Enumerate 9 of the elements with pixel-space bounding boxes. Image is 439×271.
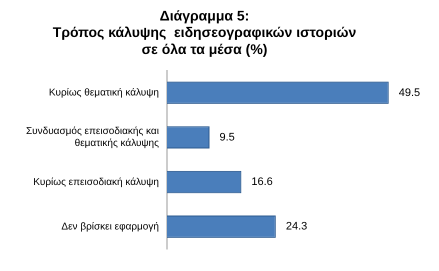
y-tick-label: Συνδυασμός επεισοδιακής και θεματικής κάλυψης <box>26 126 160 150</box>
chart-title: Διάγραμμα 5: Τρόπος κάλυψης ειδησεογραφικών ιστοριών σε όλα τα μέσα (%) <box>52 7 356 57</box>
y-tick-label: Δεν βρίσκει εφαρμογή <box>61 221 159 232</box>
y-tick-label: Κυρίως επεισοδιακή κάλυψη <box>33 176 159 188</box>
data-label: 49.5 <box>398 86 420 99</box>
y-tick-label: Κυρίως θεματική κάλυψη <box>48 87 159 98</box>
data-label: 16.6 <box>251 176 273 188</box>
data-label: 24.3 <box>286 220 308 233</box>
data-label: 9.5 <box>220 131 235 144</box>
